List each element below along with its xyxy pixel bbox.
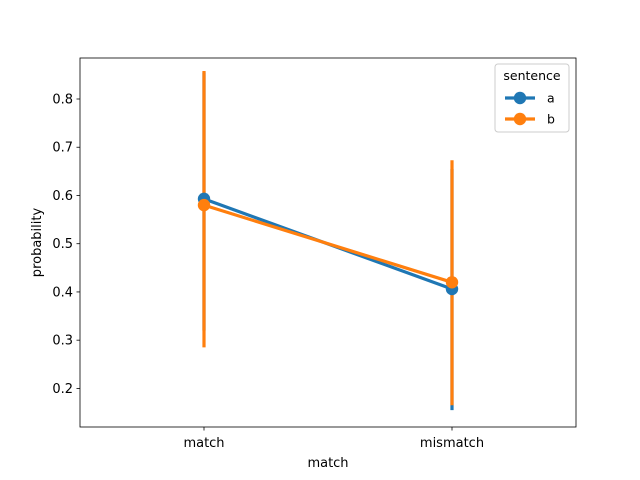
legend-label-b: b <box>547 112 555 127</box>
legend-label-a: a <box>547 91 555 106</box>
plot-frame <box>79 57 577 428</box>
series-line-b <box>203 203 453 284</box>
point-b <box>197 198 211 212</box>
x-tick-label: mismatch <box>420 436 484 451</box>
legend-title: sentence <box>503 68 561 83</box>
y-tick-label: 0.3 <box>52 334 73 349</box>
y-axis-label: probability <box>30 208 45 278</box>
y-tick-label: 0.8 <box>52 93 73 108</box>
point-b <box>445 276 459 289</box>
chart-marks <box>197 71 459 411</box>
y-tick-label: 0.4 <box>52 285 73 300</box>
legend: sentence ab <box>494 63 570 133</box>
y-tick-label: 0.7 <box>52 141 73 156</box>
y-tick-label: 0.6 <box>52 189 73 204</box>
y-tick-label: 0.5 <box>52 237 73 252</box>
x-tick-label: match <box>183 436 224 451</box>
legend-marker-b <box>513 112 527 126</box>
x-axis-label: match <box>307 456 348 471</box>
axes: 0.2 0.3 0.4 0.5 0.6 0.7 0.8 match mismatch <box>52 93 484 452</box>
legend-marker-a <box>513 91 527 105</box>
y-tick-label: 0.2 <box>52 382 73 397</box>
